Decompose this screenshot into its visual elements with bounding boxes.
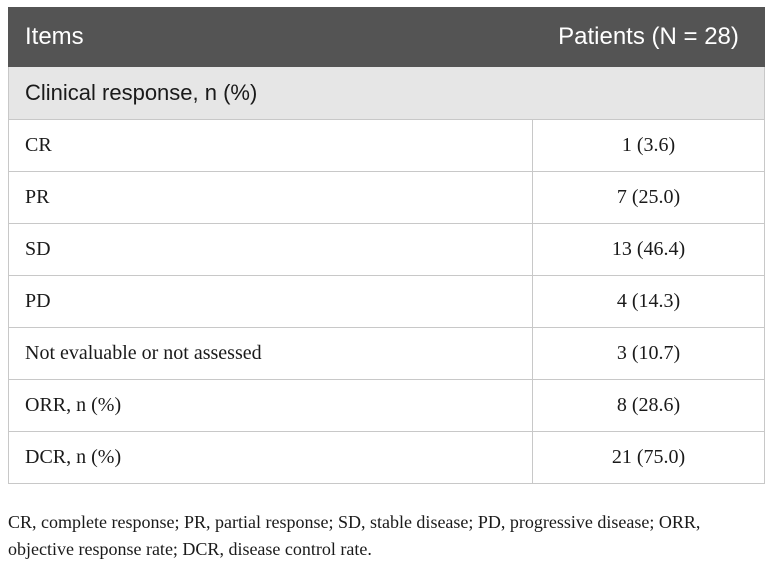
table-footnote: CR, complete response; PR, partial respo… (8, 512, 701, 559)
row-item-value: 8 (28.6) (532, 379, 765, 432)
table-header-row: Items Patients (N = 28) (8, 7, 765, 67)
row-item-value: 3 (10.7) (532, 327, 765, 380)
row-item-label: CR (8, 119, 533, 172)
row-item-label: DCR, n (%) (8, 431, 533, 484)
row-item-value: 4 (14.3) (532, 275, 765, 328)
row-item-label: PR (8, 171, 533, 224)
table-row: CR 1 (3.6) (8, 119, 765, 172)
table-row: DCR, n (%) 21 (75.0) (8, 431, 765, 484)
row-item-label: ORR, n (%) (8, 379, 533, 432)
section-title: Clinical response, n (%) (8, 66, 765, 120)
row-item-value: 7 (25.0) (532, 171, 765, 224)
table-row: Not evaluable or not assessed 3 (10.7) (8, 327, 765, 380)
header-patients: Patients (N = 28) (532, 7, 765, 67)
row-item-value: 21 (75.0) (532, 431, 765, 484)
row-item-value: 1 (3.6) (532, 119, 765, 172)
section-row: Clinical response, n (%) (8, 66, 765, 120)
table-row: ORR, n (%) 8 (28.6) (8, 379, 765, 432)
clinical-response-table: Items Patients (N = 28) Clinical respons… (8, 7, 765, 484)
results-table-container: Items Patients (N = 28) Clinical respons… (8, 7, 765, 484)
row-item-label: SD (8, 223, 533, 276)
header-items: Items (8, 7, 533, 67)
row-item-label: Not evaluable or not assessed (8, 327, 533, 380)
table-row: SD 13 (46.4) (8, 223, 765, 276)
table-row: PD 4 (14.3) (8, 275, 765, 328)
table-row: PR 7 (25.0) (8, 171, 765, 224)
row-item-value: 13 (46.4) (532, 223, 765, 276)
row-item-label: PD (8, 275, 533, 328)
